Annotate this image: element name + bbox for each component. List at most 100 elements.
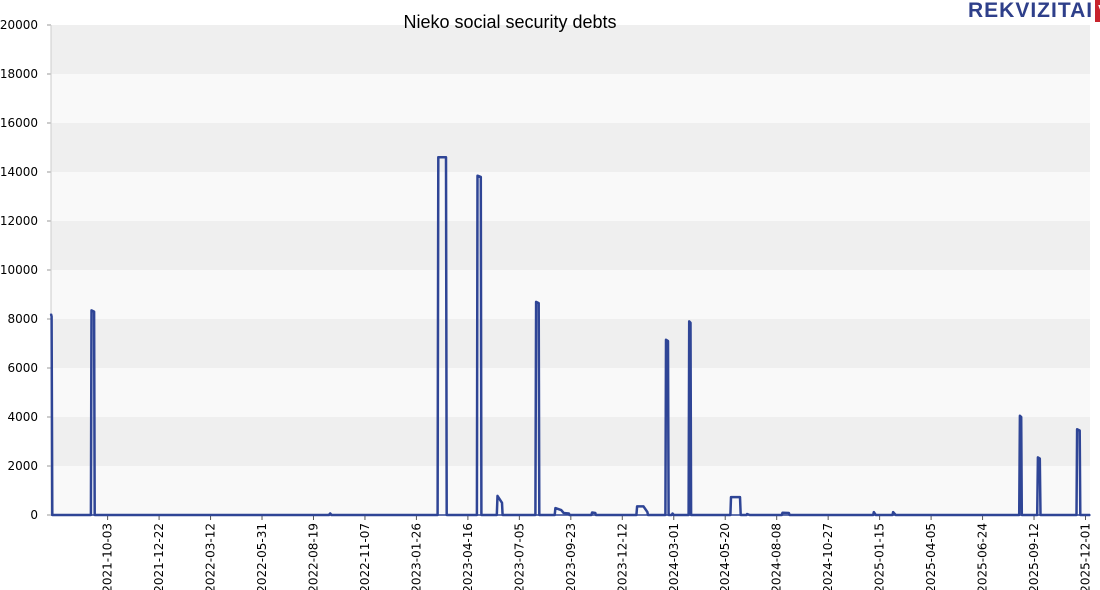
data-point	[479, 176, 482, 178]
data-point	[496, 495, 499, 497]
data-point	[1020, 416, 1022, 418]
y-tick-label: 6000	[7, 361, 38, 375]
data-point	[872, 514, 874, 516]
grid-band	[51, 319, 1090, 368]
data-point	[1037, 456, 1039, 459]
data-point	[667, 340, 669, 342]
y-tick-label: 0	[30, 508, 38, 522]
data-point	[476, 514, 478, 516]
data-point	[1075, 514, 1078, 516]
y-tick-label: 2000	[7, 459, 38, 473]
data-point	[51, 514, 54, 516]
data-point	[667, 514, 670, 516]
data-point	[480, 514, 483, 516]
data-point	[1089, 514, 1091, 516]
data-point	[647, 514, 649, 516]
data-point	[90, 514, 92, 516]
series-line	[49, 156, 1090, 517]
data-point	[781, 514, 783, 516]
data-point	[329, 512, 332, 515]
data-point	[739, 496, 741, 498]
grid-bands	[51, 25, 1090, 515]
data-point	[591, 511, 593, 514]
y-tick-label: 18000	[0, 67, 38, 81]
data-point	[590, 514, 593, 516]
rekvizitai-logo[interactable]: REKVIZITAI VŽ	[968, 0, 1100, 22]
data-point	[553, 514, 556, 516]
x-tick-label: 2023-12-12	[615, 523, 629, 590]
y-tick-label: 14000	[0, 165, 38, 179]
data-point	[496, 514, 498, 516]
x-tick-label: 2024-03-01	[667, 523, 681, 590]
data-point	[672, 514, 675, 516]
grid-band	[51, 417, 1090, 466]
data-point	[1036, 514, 1039, 516]
data-point	[1076, 428, 1078, 431]
data-point	[688, 320, 690, 323]
data-point	[642, 505, 645, 508]
data-point	[671, 514, 673, 516]
x-tick-label: 2024-05-20	[718, 523, 732, 590]
data-point	[894, 514, 897, 516]
x-tick-label: 2024-10-27	[821, 523, 835, 590]
data-point	[93, 310, 95, 313]
data-point	[534, 514, 537, 516]
data-point	[891, 514, 894, 516]
x-tick-label: 2021-10-03	[101, 523, 115, 590]
grid-band	[51, 221, 1090, 270]
data-point	[560, 509, 562, 511]
y-tick-label: 20000	[0, 18, 38, 32]
grid-band	[51, 74, 1090, 123]
y-tick-label: 12000	[0, 214, 38, 228]
x-tick-label: 2022-11-07	[358, 523, 372, 590]
x-tick-label: 2022-03-12	[204, 523, 218, 590]
y-axis-ticks: 0 2000 4000 6000 8000 10000 12000 14000 16000 180…	[0, 18, 51, 522]
data-point	[1079, 514, 1082, 516]
y-tick-label: 16000	[0, 116, 38, 130]
data-point	[562, 512, 565, 514]
data-point	[788, 514, 791, 516]
data-point	[328, 514, 330, 516]
x-tick-label: 2023-07-05	[512, 523, 526, 590]
x-tick-label: 2025-06-24	[976, 523, 990, 590]
x-tick-label: 2025-09-12	[1027, 523, 1041, 590]
data-point	[788, 512, 790, 514]
data-point	[646, 511, 649, 513]
data-point	[690, 514, 692, 516]
chart-title: Nieko social security debts	[403, 12, 617, 32]
x-tick-label: 2022-08-19	[306, 523, 320, 590]
data-point	[90, 309, 93, 312]
data-point	[538, 514, 541, 516]
vz-badge: VŽ	[1095, 0, 1100, 22]
x-tick-label: 2023-04-16	[461, 523, 475, 590]
data-point	[437, 156, 440, 159]
data-point	[636, 505, 638, 508]
x-tick-label: 2024-08-08	[770, 523, 784, 590]
data-point	[730, 496, 732, 498]
data-point	[568, 512, 570, 515]
data-point	[687, 514, 690, 516]
data-point	[892, 511, 894, 513]
data-point	[781, 511, 784, 514]
data-point	[50, 315, 53, 318]
data-point	[445, 156, 447, 159]
data-point	[445, 514, 448, 516]
y-tick-label: 4000	[7, 410, 38, 424]
x-tick-label: 2021-12-22	[152, 523, 166, 590]
x-tick-label: 2025-01-15	[873, 523, 887, 590]
data-point	[635, 514, 638, 516]
x-axis-ticks: 2021-10-03 2021-12-22 2022-03-12 2022-05-31…	[101, 515, 1092, 590]
data-point	[554, 507, 557, 509]
x-tick-label: 2025-12-01	[1078, 523, 1092, 590]
data-point	[746, 513, 748, 515]
grid-band	[51, 368, 1090, 417]
data-point	[1019, 414, 1021, 417]
data-point	[689, 321, 692, 324]
data-point	[537, 302, 540, 304]
data-point	[50, 313, 52, 315]
grid-band	[51, 270, 1090, 319]
data-point	[1018, 514, 1021, 516]
data-point	[501, 514, 504, 516]
grid-band	[51, 466, 1090, 515]
data-point	[1039, 514, 1042, 516]
